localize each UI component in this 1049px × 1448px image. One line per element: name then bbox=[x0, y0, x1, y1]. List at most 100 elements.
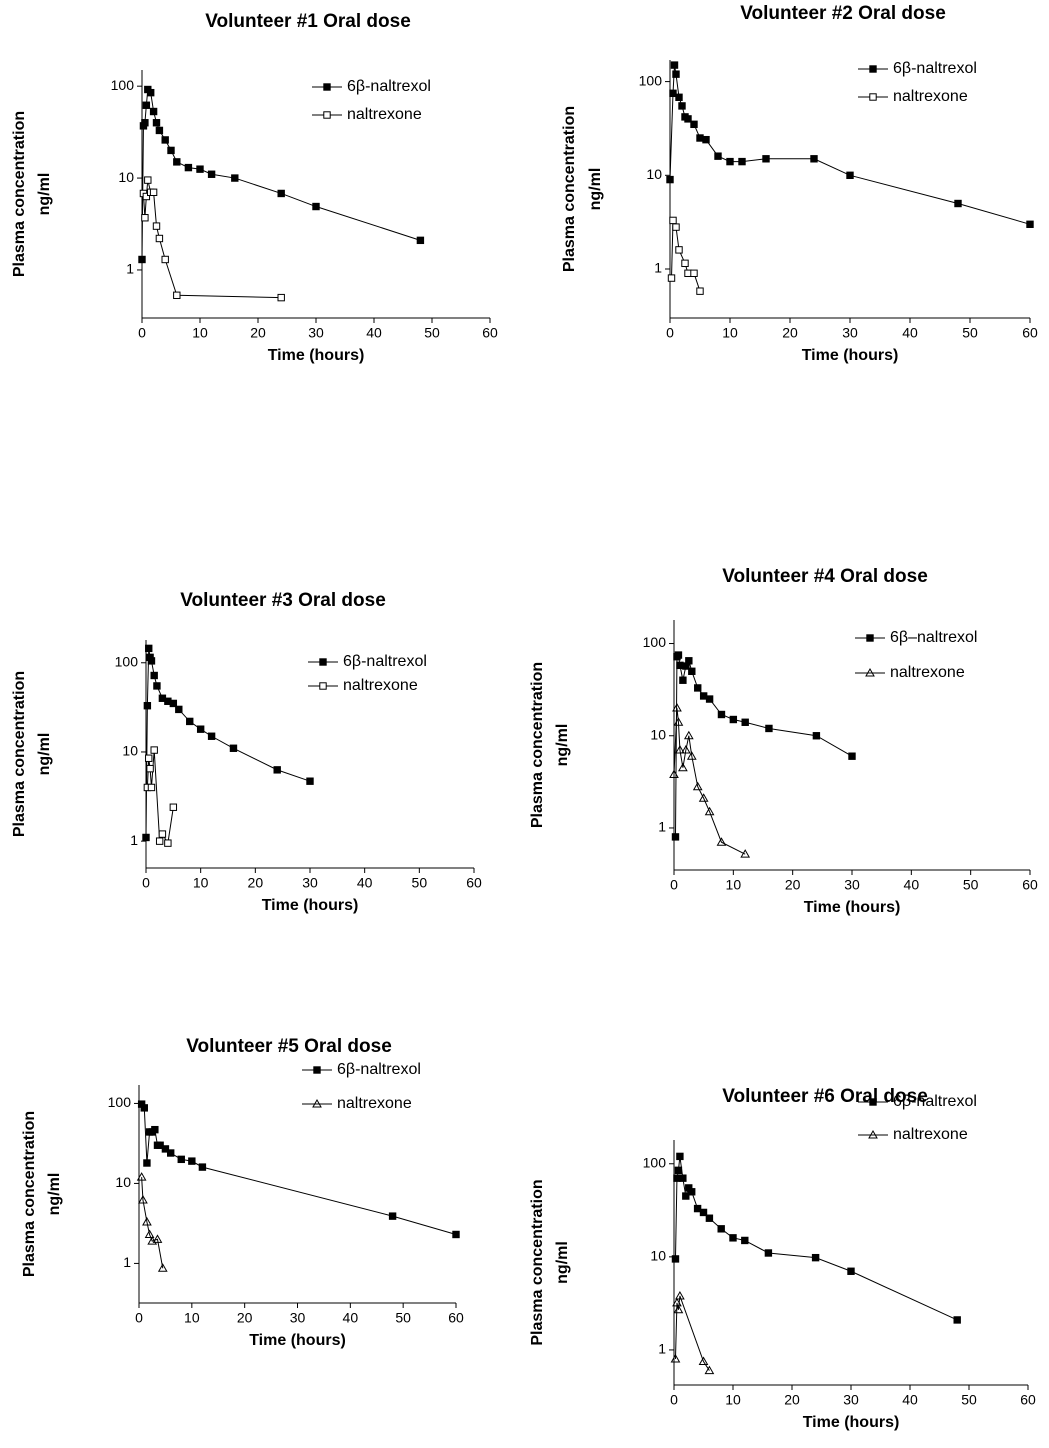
marker bbox=[684, 115, 692, 123]
marker bbox=[152, 222, 161, 230]
marker bbox=[164, 839, 172, 847]
legend-label: 6β–naltrexol bbox=[890, 629, 977, 646]
marker bbox=[682, 1192, 690, 1200]
x-tick-label: 0 bbox=[666, 325, 674, 341]
marker bbox=[231, 174, 239, 182]
marker bbox=[144, 1229, 155, 1238]
marker bbox=[388, 1212, 397, 1220]
x-tick-label: 60 bbox=[448, 1310, 464, 1326]
x-tick-label: 40 bbox=[904, 877, 920, 893]
y-axis-label: Plasma concentration bbox=[21, 1111, 38, 1277]
marker bbox=[138, 255, 146, 264]
marker bbox=[954, 199, 962, 208]
series-line bbox=[671, 220, 701, 292]
x-tick-label: 40 bbox=[366, 325, 382, 341]
x-tick-label: 10 bbox=[184, 1310, 200, 1326]
x-tick-label: 20 bbox=[782, 325, 798, 341]
marker bbox=[671, 833, 680, 841]
x-tick-label: 50 bbox=[961, 1392, 977, 1408]
marker bbox=[416, 236, 425, 245]
y-tick-label: 100 bbox=[643, 634, 667, 650]
x-tick-label: 30 bbox=[842, 325, 858, 341]
marker bbox=[152, 1234, 163, 1243]
marker bbox=[696, 287, 704, 295]
marker bbox=[714, 152, 722, 160]
x-tick-label: 10 bbox=[193, 875, 209, 891]
series-line bbox=[141, 1103, 457, 1235]
marker bbox=[669, 89, 677, 98]
marker bbox=[155, 126, 164, 135]
legend-marker bbox=[319, 658, 327, 666]
marker bbox=[672, 702, 682, 712]
marker bbox=[679, 1174, 687, 1182]
y-tick-label: 100 bbox=[639, 72, 663, 88]
marker bbox=[692, 781, 703, 791]
marker bbox=[696, 134, 704, 142]
marker bbox=[673, 1304, 684, 1314]
marker bbox=[229, 744, 238, 752]
marker bbox=[678, 762, 688, 772]
marker bbox=[150, 746, 158, 754]
x-tick-label: 40 bbox=[902, 1392, 918, 1408]
y-tick-label: 100 bbox=[111, 77, 135, 93]
marker bbox=[142, 192, 151, 201]
x-tick-label: 20 bbox=[250, 325, 266, 341]
marker bbox=[452, 1230, 460, 1239]
legend-label: 6β-naltrexol bbox=[337, 1061, 421, 1078]
marker bbox=[152, 119, 161, 127]
chart-title: Volunteer #1 Oral dose bbox=[205, 11, 411, 32]
marker bbox=[847, 1267, 855, 1275]
marker bbox=[144, 176, 152, 184]
marker bbox=[846, 171, 854, 179]
marker bbox=[678, 102, 686, 110]
chart: Volunteer #5 Oral dose 0 10 20 30 40 50 60 1 10 10… bbox=[21, 1036, 464, 1349]
marker bbox=[141, 119, 149, 127]
x-tick-label: 30 bbox=[843, 1392, 859, 1408]
legend-marker bbox=[866, 634, 874, 642]
marker bbox=[147, 657, 156, 665]
y-tick-label: 10 bbox=[646, 166, 662, 182]
y-tick-label: 1 bbox=[658, 819, 666, 835]
x-tick-label: 10 bbox=[722, 325, 738, 341]
marker bbox=[764, 1249, 773, 1257]
marker bbox=[188, 1157, 196, 1165]
marker bbox=[145, 754, 153, 762]
x-axis-label: Time (hours) bbox=[262, 897, 359, 914]
chart-title: Volunteer #2 Oral dose bbox=[740, 3, 946, 24]
marker bbox=[277, 189, 285, 198]
marker bbox=[674, 651, 683, 659]
x-tick-label: 40 bbox=[357, 875, 373, 891]
legend-marker bbox=[313, 1066, 321, 1074]
marker bbox=[666, 175, 674, 184]
marker bbox=[675, 1290, 685, 1300]
marker bbox=[699, 1208, 708, 1217]
marker bbox=[729, 1234, 737, 1242]
y-tick-label: 10 bbox=[118, 169, 134, 185]
y-axis-label: ng/ml bbox=[554, 1241, 571, 1284]
x-tick-label: 50 bbox=[424, 325, 440, 341]
y-axis-label: ng/ml bbox=[36, 733, 53, 776]
marker bbox=[169, 803, 178, 811]
marker bbox=[149, 188, 158, 197]
x-tick-label: 10 bbox=[726, 877, 742, 893]
marker bbox=[669, 769, 679, 778]
marker bbox=[198, 1163, 207, 1171]
legend-marker bbox=[868, 1129, 878, 1139]
marker bbox=[698, 793, 709, 802]
x-tick-label: 20 bbox=[785, 877, 801, 893]
series-line bbox=[673, 707, 746, 855]
y-axis-label: ng/ml bbox=[587, 168, 604, 211]
marker bbox=[670, 61, 679, 69]
x-tick-label: 40 bbox=[902, 325, 918, 341]
marker bbox=[143, 702, 152, 710]
marker bbox=[207, 732, 216, 740]
x-tick-label: 60 bbox=[1022, 877, 1038, 893]
marker bbox=[157, 1263, 168, 1272]
y-tick-label: 1 bbox=[126, 261, 134, 277]
marker bbox=[138, 1195, 148, 1204]
marker bbox=[277, 293, 285, 302]
legend-label: naltrexone bbox=[337, 1095, 412, 1112]
marker bbox=[688, 667, 696, 675]
legend-label: naltrexone bbox=[893, 88, 968, 105]
